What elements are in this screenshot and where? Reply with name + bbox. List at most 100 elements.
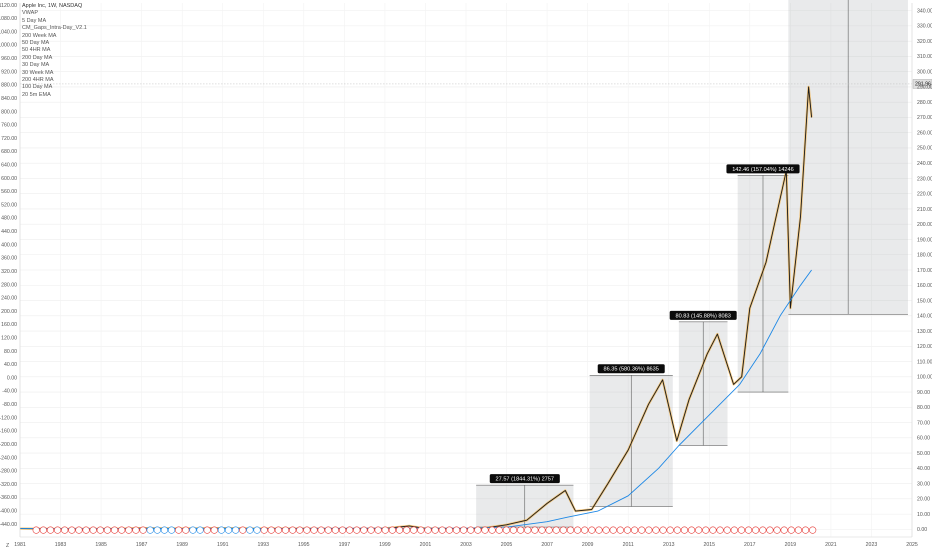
left-tick-label: -200.00 xyxy=(0,442,17,448)
moving-average-band xyxy=(19,85,813,531)
x-tick-label: 1985 xyxy=(95,542,107,548)
left-tick-label: 320.00 xyxy=(1,269,17,275)
right-tick-label: 160.00 xyxy=(917,283,932,289)
x-tick-label: 2009 xyxy=(582,542,594,548)
gap-marker xyxy=(224,526,233,534)
gap-marker xyxy=(773,526,781,534)
right-tick-label: 130.00 xyxy=(917,329,932,335)
right-tick-label: 190.00 xyxy=(917,237,932,243)
right-tick-label: 240.00 xyxy=(917,161,932,167)
gap-marker xyxy=(524,526,532,534)
x-tick-label: 1995 xyxy=(298,542,310,548)
x-tick-label: 2013 xyxy=(663,542,675,548)
legend-item: 200 4HR MA xyxy=(22,77,54,84)
left-tick-label: 600.00 xyxy=(1,176,17,182)
gap-marker xyxy=(595,526,603,534)
gap-marker xyxy=(438,526,446,534)
gap-marker xyxy=(509,526,518,534)
gap-marker xyxy=(281,526,290,534)
gap-marker xyxy=(559,526,567,534)
x-tick-label: 1993 xyxy=(257,542,269,548)
legend-item: 200 Week MA xyxy=(22,32,57,39)
right-tick-label: 110.00 xyxy=(917,359,932,365)
gap-marker xyxy=(744,526,753,534)
gap-marker xyxy=(346,526,354,534)
right-tick-label: 250.00 xyxy=(917,146,932,152)
gap-marker xyxy=(687,526,696,534)
left-tick-label: 280.00 xyxy=(1,282,17,288)
gap-marker xyxy=(609,526,617,534)
right-tick-label: 220.00 xyxy=(917,192,932,198)
left-tick-label: 960.00 xyxy=(1,56,17,62)
gap-markers xyxy=(32,526,817,534)
right-tick-label: 320.00 xyxy=(917,39,932,45)
gap-marker xyxy=(388,526,396,534)
right-tick-label: 210.00 xyxy=(917,207,932,213)
x-tick-label: 2017 xyxy=(744,542,756,548)
gap-marker xyxy=(566,526,575,534)
gap-marker xyxy=(32,526,40,534)
gap-marker xyxy=(602,526,610,534)
gap-marker xyxy=(452,526,461,534)
left-tick-label: -120.00 xyxy=(0,415,17,421)
right-axis[interactable]: 0.00 10.00 20.00 30.00 40.00 50.00 60.00 70.00 8… xyxy=(911,3,932,537)
legend-item: 30 Week MA xyxy=(22,69,54,76)
measure-label: 27.57 (1844.31%) 2757 xyxy=(496,477,554,483)
x-tick-label: 2021 xyxy=(825,542,837,548)
gap-marker xyxy=(403,526,411,534)
left-tick-label: 360.00 xyxy=(1,256,17,262)
gap-marker xyxy=(737,526,746,534)
left-tick-label: 1080.00 xyxy=(0,16,17,22)
gap-marker xyxy=(303,526,311,534)
gap-marker xyxy=(132,526,140,534)
gap-marker xyxy=(210,526,218,534)
gap-marker xyxy=(39,526,47,534)
left-axis: 1120.00 1080.00 1040.00 1000.00 960.00 920.00… xyxy=(0,3,21,537)
gap-marker xyxy=(424,526,432,534)
right-tick-label: 20.00 xyxy=(917,497,930,503)
gap-marker xyxy=(167,526,176,534)
gap-marker xyxy=(716,526,724,534)
gap-marker xyxy=(189,526,197,534)
legend-items: VWAP 5 Day MA CM_Gaps_Intra-Day_V2.1 200 We… xyxy=(22,10,87,99)
gap-marker xyxy=(75,526,83,534)
gap-marker xyxy=(118,526,126,534)
gap-marker xyxy=(331,526,339,534)
legend-item: 200 Day MA xyxy=(22,54,53,61)
right-tick-label: 180.00 xyxy=(917,253,932,259)
right-tick-label: 0.00 xyxy=(917,527,927,533)
gap-marker xyxy=(517,526,525,534)
gap-marker xyxy=(317,526,325,534)
corner-label[interactable]: Z xyxy=(6,543,9,549)
x-tick-label: 1997 xyxy=(339,542,351,548)
gap-marker xyxy=(723,526,731,534)
gap-marker xyxy=(417,526,425,534)
gap-marker xyxy=(431,526,439,534)
gap-marker xyxy=(623,526,632,534)
left-tick-label: -440.00 xyxy=(0,522,17,528)
series-lines xyxy=(19,85,813,531)
legend-item: VWAP xyxy=(22,10,38,17)
left-tick-label: 120.00 xyxy=(1,335,17,341)
left-tick-label: 640.00 xyxy=(1,162,17,168)
left-tick-label: 680.00 xyxy=(1,149,17,155)
gap-marker xyxy=(709,526,717,534)
left-tick-label: -160.00 xyxy=(0,429,17,435)
gap-marker xyxy=(766,526,774,534)
right-tick-label: 290.00 xyxy=(917,85,932,91)
left-tick-label: 720.00 xyxy=(1,136,17,142)
x-tick-label: 1981 xyxy=(14,542,26,548)
x-axis[interactable]: 1981 1983 1985 1987 1989 1991 1993 1995 1997 1999… xyxy=(14,536,918,548)
gap-marker xyxy=(232,526,240,534)
right-tick-label: 140.00 xyxy=(917,314,932,320)
measure-label: 80.83 (145.88%) 8083 xyxy=(676,313,731,319)
right-tick-label: 90.00 xyxy=(917,390,930,396)
right-tick-label: 310.00 xyxy=(917,54,932,60)
gap-marker xyxy=(531,526,539,534)
gap-marker xyxy=(787,526,795,534)
gap-marker xyxy=(182,526,190,534)
gap-marker xyxy=(146,526,154,534)
left-tick-label: -360.00 xyxy=(0,495,17,501)
gap-marker xyxy=(160,526,169,534)
